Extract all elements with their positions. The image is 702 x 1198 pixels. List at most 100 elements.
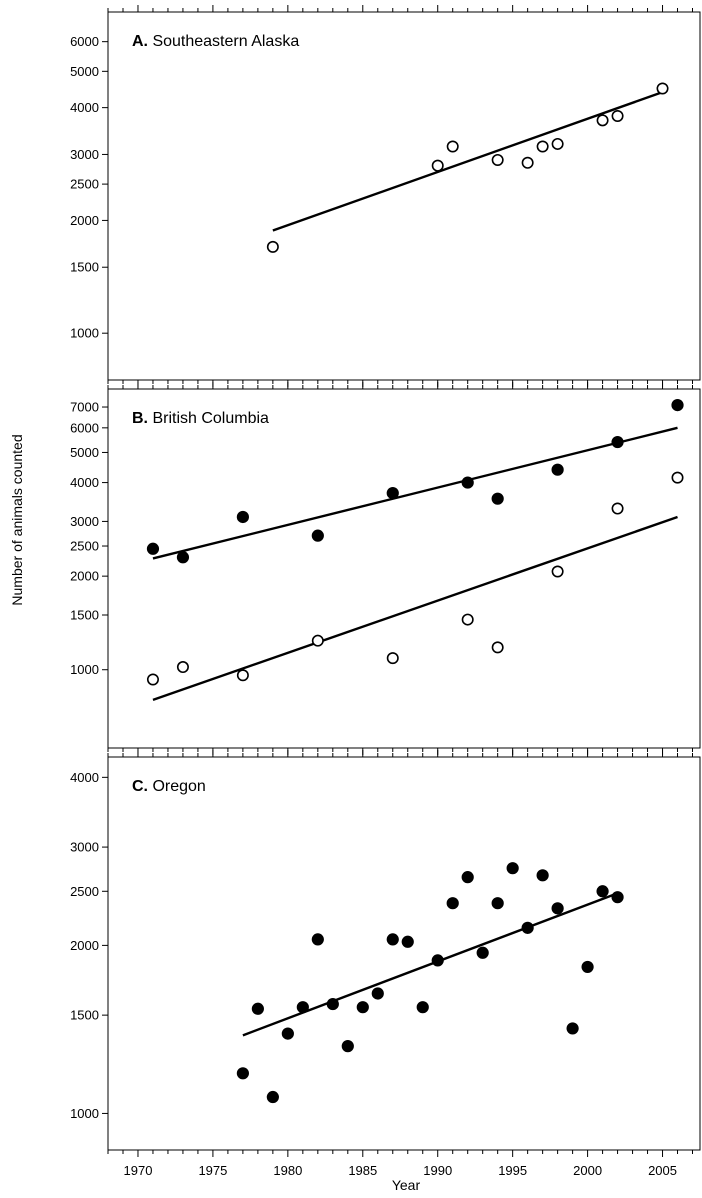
panel-name: Oregon: [148, 778, 206, 795]
x-tick-label: 1995: [498, 1163, 527, 1178]
data-point-filled: [611, 891, 624, 904]
data-point-filled: [371, 987, 384, 1000]
data-point-filled: [146, 542, 160, 555]
y-tick-label: 6000: [70, 34, 99, 49]
y-tick-label: 2500: [70, 539, 99, 554]
x-tick-label: 1985: [348, 1163, 377, 1178]
panel-title: A. Southeastern Alaska: [132, 33, 299, 50]
data-point-filled: [461, 476, 474, 489]
data-point-open: [461, 613, 474, 626]
data-point-open: [146, 673, 159, 686]
y-tick-label: 2500: [70, 884, 99, 899]
data-point-filled: [551, 902, 564, 915]
data-point-filled: [236, 510, 249, 524]
panel-letter: A.: [132, 33, 148, 50]
panel-frame: [107, 11, 701, 381]
y-tick-label: 3000: [70, 514, 99, 529]
data-point-filled: [356, 1001, 369, 1014]
y-tick-label: 1000: [70, 662, 99, 677]
series-1-open: [266, 82, 669, 253]
data-point-filled: [446, 897, 459, 910]
data-point-filled: [476, 946, 489, 959]
data-point-open: [521, 156, 534, 169]
x-tick-label: 1970: [124, 1163, 153, 1178]
data-point-open: [596, 114, 609, 127]
data-point-filled: [506, 862, 519, 875]
y-tick-label: 1000: [70, 1106, 99, 1121]
panel-letter: B.: [132, 410, 148, 427]
y-tick-label: 4000: [70, 100, 99, 115]
panel-1: 1000 1500 2000 2500 3000 4000 5000 6000 A. South…: [70, 5, 701, 387]
data-point-filled: [611, 435, 624, 449]
data-point-filled: [581, 960, 594, 974]
data-point-filled: [416, 1001, 429, 1014]
panels: 1000 1500 2000 2500 3000 4000 5000 6000 A. South…: [70, 5, 701, 1178]
y-tick-label: 4000: [70, 770, 99, 785]
data-point-filled: [671, 399, 684, 412]
data-point-filled: [596, 885, 609, 898]
data-point-filled: [296, 1001, 309, 1014]
series-1-filled: [146, 399, 684, 564]
data-point-filled: [536, 869, 549, 882]
y-tick-label: 2500: [70, 177, 99, 192]
data-point-filled: [401, 935, 414, 948]
data-point-open: [551, 137, 564, 150]
data-point-open: [671, 471, 684, 484]
data-point-open: [611, 109, 624, 122]
data-point-filled: [386, 486, 399, 500]
data-point-filled: [311, 933, 324, 946]
panel-2: 1000 1500 2000 2500 3000 4000 5000 6000 7000 B. B…: [70, 382, 701, 755]
x-tick-label: 2000: [573, 1163, 602, 1178]
data-point-open: [611, 502, 624, 515]
data-point-filled: [461, 871, 474, 884]
y-tick-label: 1000: [70, 326, 99, 341]
data-point-filled: [251, 1002, 264, 1015]
data-point-filled: [551, 463, 564, 476]
data-point-open: [656, 82, 669, 95]
data-point-filled: [266, 1090, 279, 1104]
trend-line: [242, 892, 618, 1037]
data-point-open: [491, 153, 504, 166]
data-point-filled: [281, 1027, 294, 1040]
data-point-filled: [341, 1040, 354, 1053]
data-point-filled: [326, 997, 339, 1011]
y-tick-label: 6000: [70, 420, 99, 435]
panel-title: C. Oregon: [132, 778, 206, 795]
panel-frame: [107, 388, 701, 749]
panel-3: 1000 1500 2000 2500 3000 4000 C. Oregon 1970 197…: [70, 750, 701, 1178]
trend-line: [152, 515, 678, 701]
data-point-open: [266, 240, 279, 253]
data-point-filled: [491, 897, 504, 910]
y-tick-label: 1500: [70, 1008, 99, 1023]
y-tick-label: 3000: [70, 840, 99, 855]
x-tick-label: 1980: [273, 1163, 302, 1178]
y-axis-title: Number of animals counted: [9, 434, 25, 605]
panel-name: Southeastern Alaska: [148, 33, 299, 50]
y-tick-label: 3000: [70, 147, 99, 162]
data-point-open: [386, 652, 399, 665]
data-point-filled: [491, 492, 504, 505]
y-tick-label: 2000: [70, 569, 99, 584]
data-point-open: [446, 140, 459, 153]
data-point-filled: [566, 1022, 579, 1035]
panel-title: B. British Columbia: [132, 410, 269, 427]
y-tick-label: 2000: [70, 938, 99, 953]
data-point-open: [431, 159, 444, 172]
y-tick-label: 7000: [70, 400, 99, 415]
series-2-open: [146, 471, 684, 701]
x-tick-label: 1975: [198, 1163, 227, 1178]
x-tick-label: 2005: [648, 1163, 677, 1178]
data-point-filled: [521, 921, 534, 934]
panel-frame: [107, 756, 701, 1151]
y-tick-label: 5000: [70, 445, 99, 460]
data-point-open: [491, 641, 504, 654]
y-tick-label: 1500: [70, 607, 99, 622]
x-axis-title: Year: [392, 1177, 421, 1193]
y-tick-label: 1500: [70, 260, 99, 275]
data-point-filled: [431, 954, 444, 967]
trend-line: [152, 426, 678, 560]
data-point-open: [236, 669, 249, 682]
data-point-filled: [386, 933, 399, 946]
data-point-open: [311, 634, 324, 647]
